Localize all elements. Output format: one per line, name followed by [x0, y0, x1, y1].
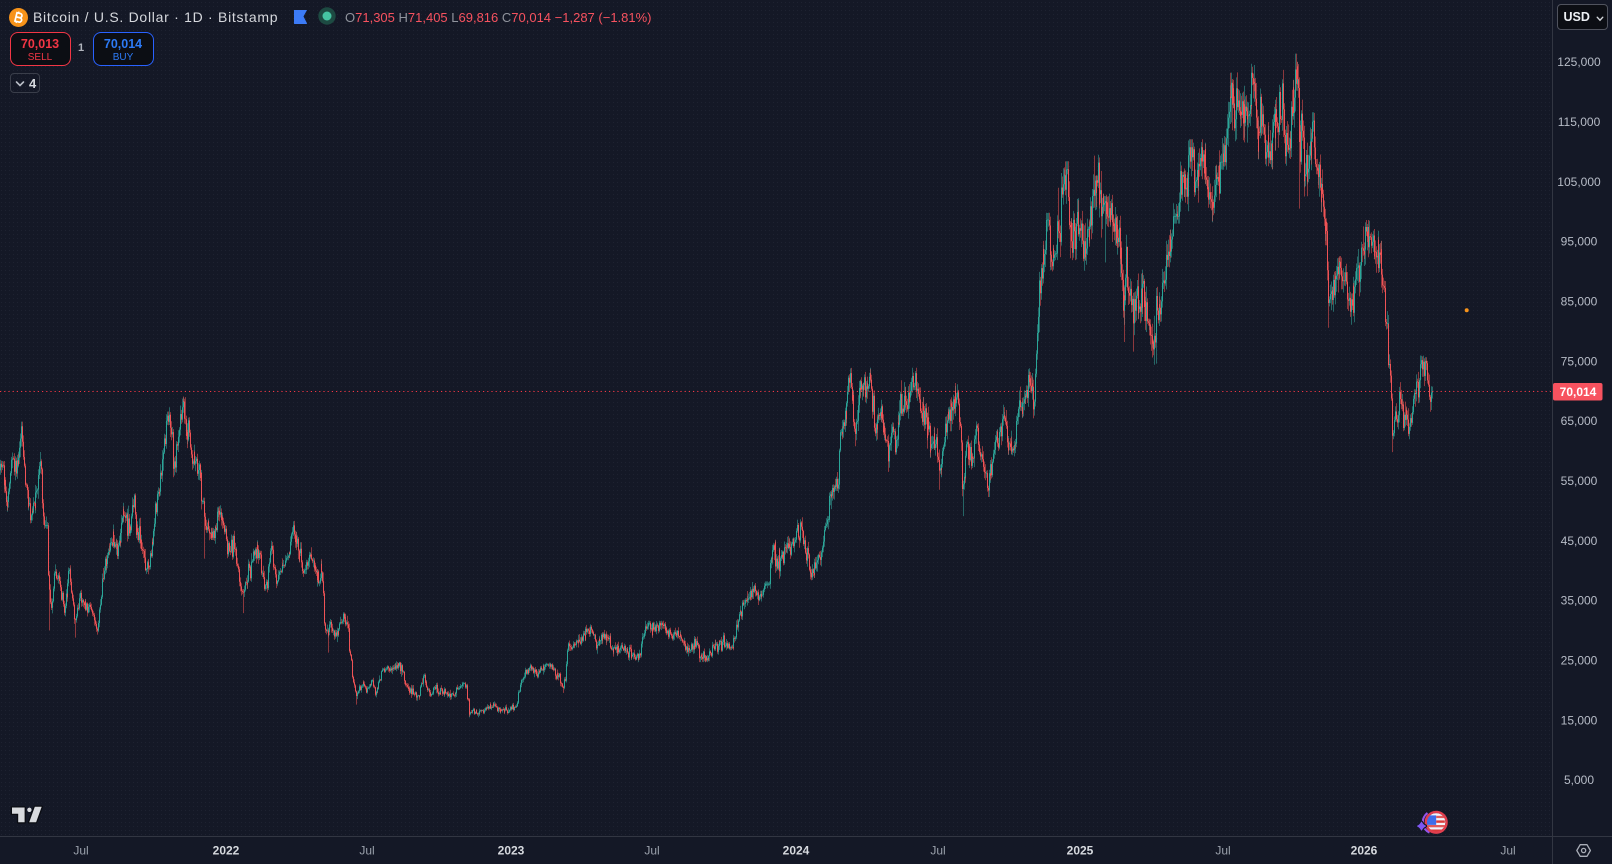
svg-text:Jul: Jul	[1215, 844, 1230, 858]
svg-text:Jul: Jul	[73, 844, 88, 858]
svg-text:35,000: 35,000	[1561, 594, 1598, 608]
svg-text:Jul: Jul	[359, 844, 374, 858]
svg-text:55,000: 55,000	[1561, 474, 1598, 488]
svg-text:Jul: Jul	[930, 844, 945, 858]
svg-text:85,000: 85,000	[1561, 295, 1598, 309]
svg-text:2022: 2022	[213, 844, 240, 858]
svg-text:2025: 2025	[1067, 844, 1094, 858]
svg-text:105,000: 105,000	[1557, 175, 1601, 189]
svg-text:2024: 2024	[783, 844, 810, 858]
svg-text:70,014: 70,014	[1560, 385, 1597, 399]
svg-text:65,000: 65,000	[1561, 414, 1598, 428]
svg-text:115,000: 115,000	[1558, 115, 1601, 129]
svg-text:125,000: 125,000	[1557, 55, 1601, 69]
svg-text:Jul: Jul	[1500, 844, 1515, 858]
svg-text:75,000: 75,000	[1561, 354, 1598, 368]
svg-text:95,000: 95,000	[1561, 235, 1598, 249]
svg-text:25,000: 25,000	[1561, 654, 1598, 668]
svg-text:2023: 2023	[498, 844, 525, 858]
svg-text:2026: 2026	[1351, 844, 1378, 858]
svg-text:45,000: 45,000	[1561, 534, 1598, 548]
svg-text:Jul: Jul	[644, 844, 659, 858]
svg-text:15,000: 15,000	[1561, 713, 1598, 727]
svg-text:5,000: 5,000	[1564, 773, 1594, 787]
